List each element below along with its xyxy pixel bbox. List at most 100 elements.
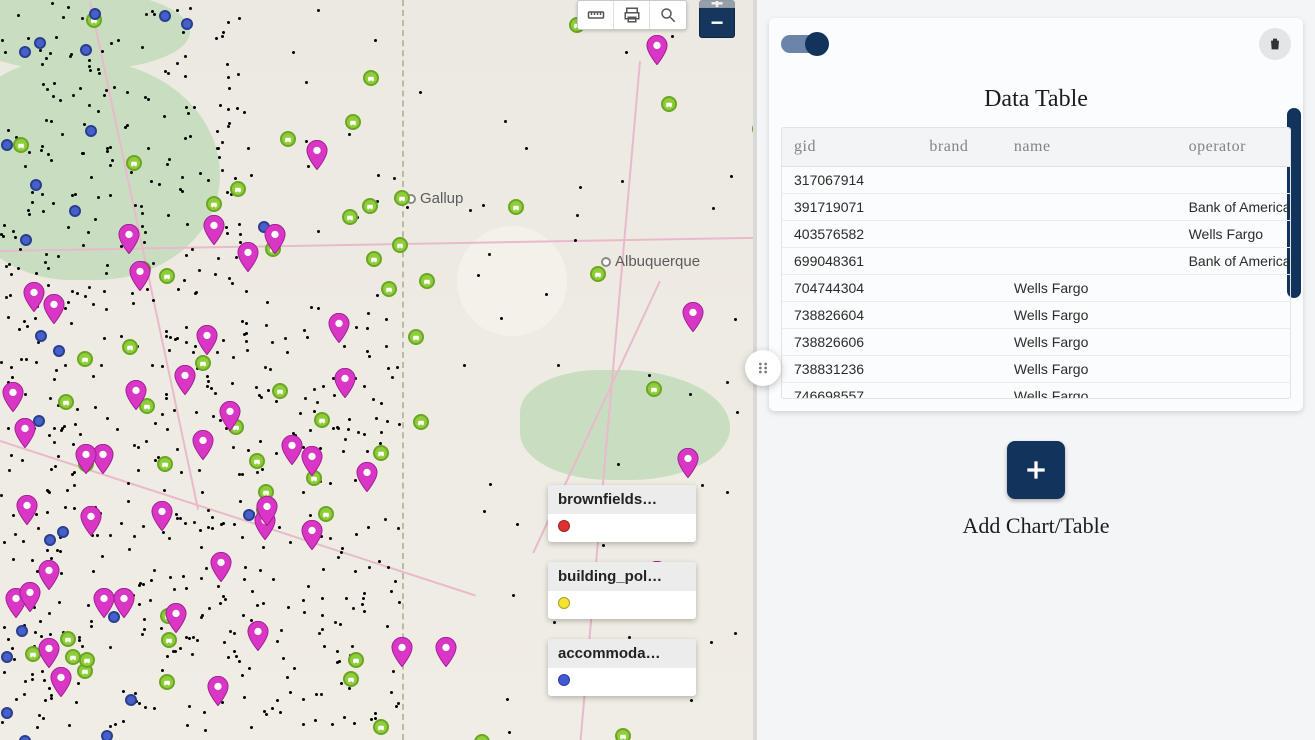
green-marker-icon[interactable] <box>157 456 173 472</box>
green-marker-icon[interactable] <box>373 719 389 735</box>
green-marker-icon[interactable] <box>366 251 382 267</box>
table-visibility-toggle[interactable] <box>781 35 825 53</box>
pin-marker-icon[interactable] <box>125 380 147 410</box>
table-row[interactable]: 738831236Wells Fargo <box>782 356 1290 383</box>
pin-marker-icon[interactable] <box>301 446 323 476</box>
pin-marker-icon[interactable] <box>646 35 668 65</box>
green-marker-icon[interactable] <box>345 114 361 130</box>
legend-card[interactable]: building_pol… <box>548 562 696 619</box>
table-row[interactable]: 391719071Bank of America <box>782 194 1290 221</box>
column-header-name[interactable]: name <box>1002 128 1177 167</box>
pin-marker-icon[interactable] <box>23 282 45 312</box>
green-marker-icon[interactable] <box>363 70 379 86</box>
green-marker-icon[interactable] <box>348 652 364 668</box>
panel-drag-handle[interactable] <box>745 350 781 386</box>
legend-card[interactable]: brownfields… <box>548 485 696 542</box>
pin-marker-icon[interactable] <box>356 462 378 492</box>
pin-marker-icon[interactable] <box>118 224 140 254</box>
pin-marker-icon[interactable] <box>14 418 36 448</box>
add-chart-button[interactable] <box>1007 441 1065 499</box>
pin-marker-icon[interactable] <box>93 588 115 618</box>
table-scroll[interactable]: gidbrandnameoperatorterr 317067914391719… <box>782 128 1290 398</box>
green-marker-icon[interactable] <box>394 190 410 206</box>
pin-marker-icon[interactable] <box>391 637 413 667</box>
green-marker-icon[interactable] <box>60 631 76 647</box>
column-header-gid[interactable]: gid <box>782 128 917 167</box>
print-button[interactable] <box>614 1 650 29</box>
pin-marker-icon[interactable] <box>43 294 65 324</box>
blue-marker-icon[interactable] <box>69 205 81 217</box>
green-marker-icon[interactable] <box>419 273 435 289</box>
pin-marker-icon[interactable] <box>435 637 457 667</box>
green-marker-icon[interactable] <box>122 339 138 355</box>
green-marker-icon[interactable] <box>392 237 408 253</box>
pin-marker-icon[interactable] <box>80 506 102 536</box>
green-marker-icon[interactable] <box>195 355 211 371</box>
green-marker-icon[interactable] <box>58 394 74 410</box>
green-marker-icon[interactable] <box>381 281 397 297</box>
green-marker-icon[interactable] <box>249 453 265 469</box>
pin-marker-icon[interactable] <box>210 552 232 582</box>
pin-marker-icon[interactable] <box>264 224 286 254</box>
pin-marker-icon[interactable] <box>75 444 97 474</box>
blue-marker-icon[interactable] <box>35 330 47 342</box>
pin-marker-icon[interactable] <box>677 448 699 478</box>
pin-marker-icon[interactable] <box>2 382 24 412</box>
pin-marker-icon[interactable] <box>50 667 72 697</box>
pin-marker-icon[interactable] <box>219 401 241 431</box>
column-header-operator[interactable]: operator <box>1177 128 1290 167</box>
map-panel[interactable]: GallupAlbuquerque + − brownfields… <box>0 0 757 740</box>
table-row[interactable]: 738826606Wells Fargo <box>782 329 1290 356</box>
column-header-brand[interactable]: brand <box>917 128 1002 167</box>
table-row[interactable]: 746698557Wells Fargo <box>782 383 1290 399</box>
pin-marker-icon[interactable] <box>301 520 323 550</box>
blue-marker-icon[interactable] <box>1 651 13 663</box>
table-row[interactable]: 704744304Wells Fargo <box>782 275 1290 302</box>
blue-marker-icon[interactable] <box>1 139 13 151</box>
pin-marker-icon[interactable] <box>38 638 60 668</box>
legend-card[interactable]: accommoda… <box>548 639 696 696</box>
pin-marker-icon[interactable] <box>38 560 60 590</box>
pin-marker-icon[interactable] <box>247 621 269 651</box>
blue-marker-icon[interactable] <box>19 735 31 740</box>
green-marker-icon[interactable] <box>206 196 222 212</box>
pin-marker-icon[interactable] <box>256 496 278 526</box>
table-row[interactable]: 738826604Wells Fargo <box>782 302 1290 329</box>
green-marker-icon[interactable] <box>13 137 29 153</box>
pin-marker-icon[interactable] <box>196 325 218 355</box>
pin-marker-icon[interactable] <box>174 365 196 395</box>
zoom-in-button[interactable]: + <box>699 0 735 8</box>
green-marker-icon[interactable] <box>590 266 606 282</box>
pin-marker-icon[interactable] <box>207 676 229 706</box>
table-row[interactable]: 403576582Wells Fargo <box>782 221 1290 248</box>
green-marker-icon[interactable] <box>373 445 389 461</box>
pin-marker-icon[interactable] <box>237 242 259 272</box>
green-marker-icon[interactable] <box>79 652 95 668</box>
pin-marker-icon[interactable] <box>328 313 350 343</box>
measure-button[interactable] <box>578 1 614 29</box>
green-marker-icon[interactable] <box>159 674 175 690</box>
green-marker-icon[interactable] <box>77 351 93 367</box>
green-marker-icon[interactable] <box>508 199 524 215</box>
green-marker-icon[interactable] <box>408 329 424 345</box>
zoom-out-button[interactable]: − <box>699 8 735 38</box>
pin-marker-icon[interactable] <box>129 261 151 291</box>
table-row[interactable]: 699048361Bank of America <box>782 248 1290 275</box>
blue-marker-icon[interactable] <box>1 707 13 719</box>
search-button[interactable] <box>650 1 686 29</box>
delete-table-button[interactable] <box>1259 28 1291 60</box>
blue-marker-icon[interactable] <box>101 730 113 740</box>
pin-marker-icon[interactable] <box>306 140 328 170</box>
pin-marker-icon[interactable] <box>334 368 356 398</box>
green-marker-icon[interactable] <box>646 381 662 397</box>
pin-marker-icon[interactable] <box>281 435 303 465</box>
pin-marker-icon[interactable] <box>113 588 135 618</box>
table-row[interactable]: 317067914 <box>782 167 1290 194</box>
blue-marker-icon[interactable] <box>44 534 56 546</box>
green-marker-icon[interactable] <box>615 728 631 740</box>
green-marker-icon[interactable] <box>343 671 359 687</box>
blue-marker-icon[interactable] <box>53 345 65 357</box>
blue-marker-icon[interactable] <box>20 234 32 246</box>
pin-marker-icon[interactable] <box>16 495 38 525</box>
blue-marker-icon[interactable] <box>57 526 69 538</box>
